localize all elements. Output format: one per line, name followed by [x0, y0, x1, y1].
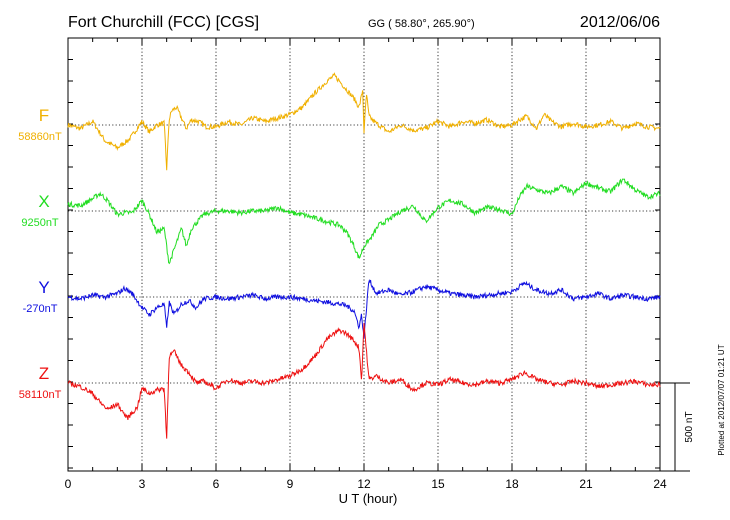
series-baseline-z: 58110nT	[19, 389, 62, 401]
series-baseline-f: 58860nT	[18, 131, 62, 143]
x-tick-label: 21	[579, 477, 593, 491]
x-tick-label: 18	[505, 477, 519, 491]
x-tick-label: 3	[139, 477, 146, 491]
date-label: 2012/06/06	[580, 14, 660, 31]
grid-lines	[68, 38, 660, 471]
plotted-at-note: Plotted at 2012/07/07 01:21 UT	[717, 344, 726, 455]
x-tick-label: 6	[213, 477, 220, 491]
x-tick-label: 15	[431, 477, 445, 491]
series-line-y	[67, 278, 661, 339]
series-name-z: Z	[39, 364, 49, 383]
series-line-x	[67, 178, 661, 265]
geographic-coords: GG ( 58.80°, 265.90°)	[368, 18, 475, 30]
series-baseline-x: 9250nT	[21, 217, 59, 229]
series-name-y: Y	[38, 278, 49, 297]
x-axis-label: U T (hour)	[339, 491, 398, 506]
series-labels: F 58860nT X 9250nT Y -270nT Z 58110nT	[18, 106, 62, 401]
x-tick-label: 9	[287, 477, 294, 491]
scale-bar-label: 500 nT	[684, 411, 695, 442]
x-tick-label: 0	[65, 477, 72, 491]
x-tick-label: 24	[653, 477, 667, 491]
x-tick-label: 12	[357, 477, 371, 491]
axis-ticks: 0 3 6 9 12 15 18 21 24	[65, 38, 667, 491]
series-line-f	[67, 72, 661, 171]
series-name-x: X	[38, 192, 49, 211]
scale-bar: 500 nT	[660, 382, 695, 472]
station-title: Fort Churchill (FCC) [CGS]	[68, 14, 259, 31]
series-lines	[67, 72, 661, 439]
series-name-f: F	[39, 106, 49, 125]
series-line-z	[67, 322, 661, 439]
series-baseline-y: -270nT	[23, 303, 58, 315]
